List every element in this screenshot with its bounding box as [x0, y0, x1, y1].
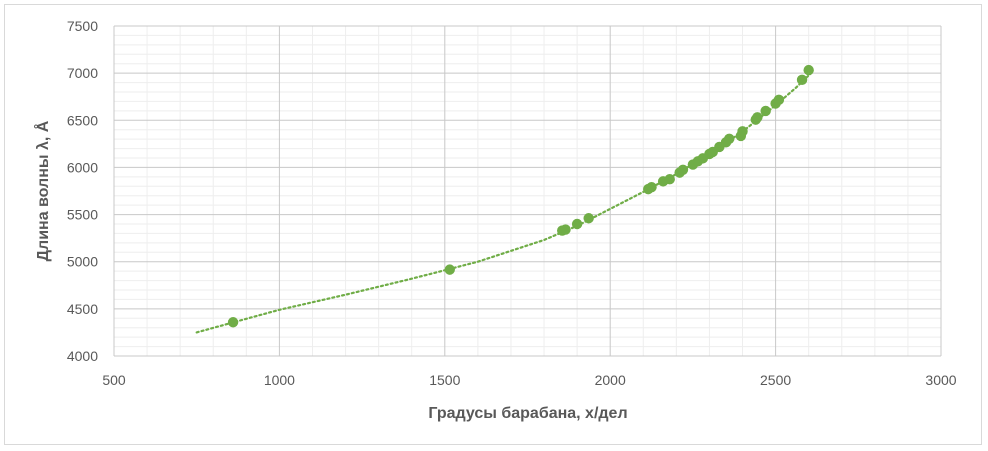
x-tick-label: 1000 [264, 372, 295, 388]
x-tick-label: 2500 [760, 372, 791, 388]
data-point [752, 112, 763, 123]
x-tick-label: 3000 [925, 372, 956, 388]
y-tick-label: 6500 [67, 112, 98, 128]
x-axis-title: Градусы барабана, x/дел [428, 405, 627, 422]
data-point [737, 126, 748, 137]
major-gridlines [113, 25, 942, 357]
data-point [803, 64, 814, 76]
y-tick-label: 6000 [67, 159, 98, 175]
data-point [677, 164, 689, 175]
x-tick-label: 1500 [429, 372, 460, 388]
data-point [227, 317, 239, 328]
x-tick-label: 2000 [595, 372, 626, 388]
data-point [760, 105, 771, 117]
x-tick-label: 500 [102, 372, 126, 388]
data-point [796, 74, 808, 86]
minor-gridlines [114, 26, 941, 356]
data-point [583, 213, 594, 224]
data-point [571, 218, 583, 230]
y-axis-title: Длина волны λ, Å [33, 120, 52, 261]
y-tick-label: 5500 [67, 207, 98, 223]
data-point [444, 264, 455, 275]
y-tick-label: 5000 [67, 254, 98, 270]
data-point [560, 224, 571, 235]
y-tick-label: 7500 [67, 18, 98, 34]
x-axis-ticks: 500 1000 1500 2000 2500 3000 [102, 372, 956, 388]
data-point [646, 182, 657, 193]
data-point [773, 94, 785, 106]
y-axis-ticks: 4000 4500 5000 5500 6000 6500 7000 7500 [67, 18, 98, 364]
y-tick-label: 4500 [67, 301, 98, 317]
data-point [724, 133, 735, 144]
data-points [227, 64, 814, 328]
data-point [664, 174, 675, 185]
y-tick-label: 4000 [67, 348, 98, 364]
y-tick-label: 7000 [67, 65, 98, 81]
